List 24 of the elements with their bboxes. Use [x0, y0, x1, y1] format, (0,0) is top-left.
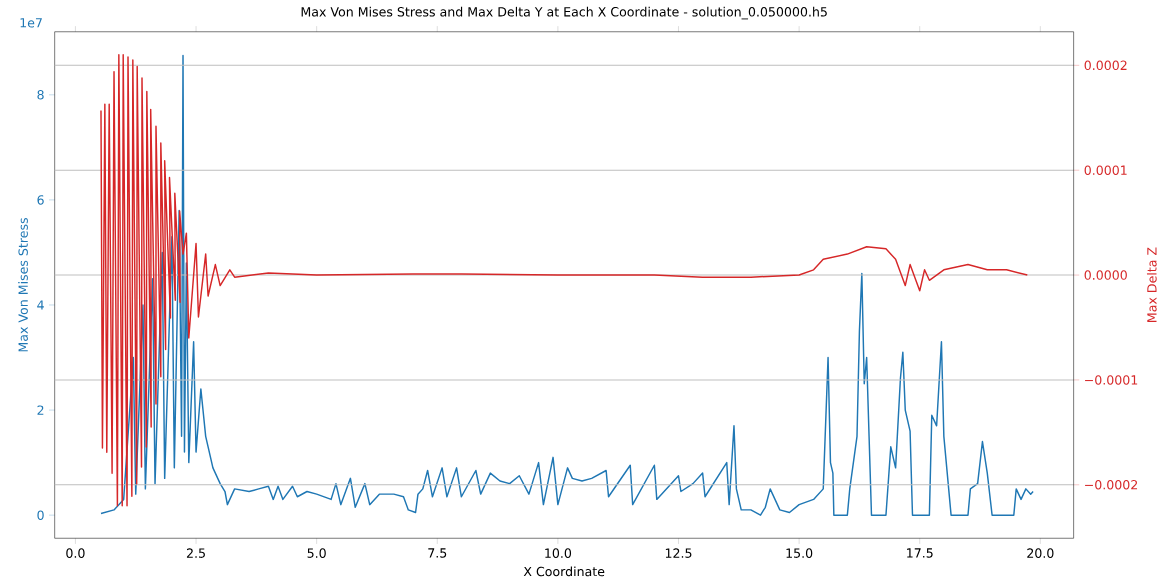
- text: 1e7: [20, 17, 42, 28]
- y2-tick-label: 0.0001: [1084, 165, 1127, 175]
- y-tick-label: 4: [37, 300, 44, 310]
- x-tick-label: 2.5: [186, 548, 205, 558]
- y2-axis-title: Max Delta Z: [1146, 247, 1157, 322]
- x-tick-label: 10.0: [545, 548, 572, 558]
- x-tick-label: 12.5: [665, 548, 692, 558]
- x-tick-label: 0.0: [66, 548, 85, 558]
- x-tick-label: 15.0: [786, 548, 813, 558]
- y-axis-title: Max Von Mises Stress: [18, 217, 28, 352]
- y2-tick-label: 0.0002: [1084, 60, 1127, 70]
- y-tick-label: 0: [37, 510, 44, 520]
- x-axis-title: X Coordinate: [523, 566, 605, 577]
- y2-tick-label: −0.0001: [1085, 374, 1138, 385]
- y2-tick-label: 0.0000: [1084, 270, 1127, 280]
- y-tick-label: 6: [37, 194, 44, 205]
- x-tick-label: 5.0: [307, 548, 326, 558]
- chart-title: Max Von Mises Stress and Max Delta Y at Each X Coordinate - solution_0.050000.h5: [301, 6, 827, 20]
- x-tick-label: 17.5: [907, 548, 933, 558]
- x-tick-label: 20.0: [1027, 548, 1054, 558]
- y-tick-label: 8: [37, 89, 44, 100]
- x-tick-label: 7.5: [428, 548, 447, 558]
- y2-tick-label: −0.0002: [1085, 479, 1138, 490]
- y-tick-label: 2: [37, 405, 44, 415]
